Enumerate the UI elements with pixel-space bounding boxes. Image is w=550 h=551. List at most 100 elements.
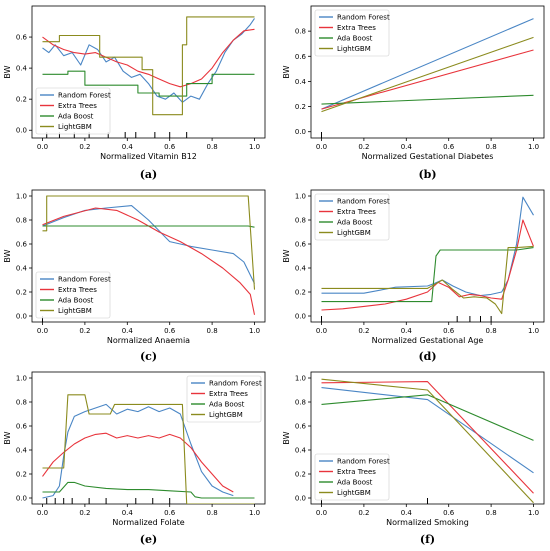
series-group [42,394,255,504]
series-line-random-forest [42,18,255,103]
x-axis-label: Normalized Folate [112,518,184,527]
x-tick-label: 0.2 [79,143,90,151]
legend: Random Forest Extra Trees Ada Boost LightGB… [314,453,390,501]
y-tick-label: 1.0 [16,193,27,201]
legend-label: Random Forest [337,198,390,206]
legend: Random Forest Extra Trees Ada Boost LightGB… [314,193,390,241]
x-tick-label: 0.6 [443,509,455,517]
x-tick-label: 0.2 [358,327,369,335]
plot-frame [310,5,545,139]
y-tick-label: 0.0 [295,313,306,321]
series-line-random-forest [321,196,534,297]
legend-box [35,271,111,319]
legend-label: LightGBM [58,307,92,315]
x-tick-label: 0.6 [443,143,455,151]
x-tick-label: 0.0 [316,509,327,517]
panel-caption: (c) [140,350,157,363]
series-group [321,196,535,315]
y-axis-label: BW [282,65,291,78]
series-group [321,378,534,504]
x-tick-label: 0.6 [164,509,176,517]
legend-label: Random Forest [209,380,262,388]
x-tick-label: 0.8 [207,143,218,151]
y-tick-label: 0.0 [16,313,27,321]
x-tick-label: 0.4 [401,509,413,517]
series-line-lightgbm [42,394,255,504]
legend: Random Forest Extra Trees Ada Boost LightGB… [314,9,390,57]
panel-caption: (a) [140,168,158,181]
x-tick-label: 0.6 [443,327,455,335]
x-tick-label: 0.2 [79,509,90,517]
legend-label: LightGBM [209,411,243,419]
legend-label: Extra Trees [337,468,376,476]
series-line-ada-boost [42,481,255,499]
x-tick-label: 1.0 [528,143,539,151]
legend-box [314,453,390,501]
legend-box [314,9,390,57]
y-tick-label: 0.2 [295,289,306,297]
legend-label: LightGBM [337,45,371,53]
plot-frame [31,371,266,505]
x-tick-label: 0.6 [164,327,176,335]
legend-label: Ada Boost [337,219,373,227]
legend-box [35,87,111,135]
series-line-ada-boost [42,225,255,228]
series-line-extra-trees [42,432,234,493]
series-line-random-forest [321,387,534,474]
series-line-extra-trees [42,207,256,315]
x-tick-label: 0.8 [207,327,218,335]
legend: Random Forest Extra Trees Ada Boost LightGB… [186,375,262,423]
panel-caption: (d) [418,350,436,363]
legend-label: LightGBM [337,229,371,237]
y-tick-label: 1.0 [16,375,27,383]
legend-box [186,375,262,423]
x-tick-label: 0.0 [316,327,327,335]
x-tick-label: 0.2 [358,143,369,151]
series-line-lightgbm [42,16,255,116]
x-tick-label: 0.6 [164,143,176,151]
legend: Random Forest Extra Trees Ada Boost LightGB… [35,271,111,319]
x-tick-label: 1.0 [249,143,260,151]
legend-label: Extra Trees [58,102,97,110]
x-tick-label: 0.4 [122,143,134,151]
y-axis-label: BW [282,249,291,262]
x-tick-label: 0.4 [122,327,134,335]
series-line-extra-trees [321,219,535,311]
legend-label: Ada Boost [337,479,373,487]
x-tick-label: 0.4 [122,509,134,517]
x-tick-label: 1.0 [249,327,260,335]
y-tick-label: 0.8 [16,399,27,407]
legend-label: Extra Trees [209,390,248,398]
y-tick-label: 0.8 [295,217,306,225]
y-tick-label: 0.0 [295,128,306,136]
legend-label: Random Forest [337,14,390,22]
y-tick-label: 0.2 [16,96,27,104]
legend-label: LightGBM [337,489,371,497]
y-tick-label: 0.8 [295,399,306,407]
panel-caption: (e) [140,533,157,546]
legend-label: Random Forest [58,92,111,100]
y-tick-label: 0.4 [295,447,307,455]
series-line-lightgbm [321,36,534,113]
x-tick-label: 0.4 [401,327,413,335]
y-axis-label: BW [282,431,291,444]
series-line-lightgbm [321,245,534,315]
legend-label: Extra Trees [337,24,376,32]
y-tick-label: 0.4 [16,265,28,273]
x-axis-label: Normalized Anaemia [107,336,190,345]
y-tick-label: 0.0 [16,495,27,503]
x-tick-label: 1.0 [249,509,260,517]
y-tick-label: 0.6 [295,53,307,61]
x-axis-label: Normalized Gestational Age [372,336,484,345]
x-axis-label: Normalized Gestational Diabetes [362,152,494,161]
x-tick-label: 0.8 [486,327,497,335]
x-axis-label: Normalized Vitamin B12 [100,152,197,161]
y-tick-label: 0.0 [295,495,306,503]
chart-panel-c: 0.0 0.2 0.4 0.6 0.8 1.0 0.0 0.2 0.4 0.6 0.8 1.0 Rand… [3,189,266,363]
series-line-ada-boost [321,94,534,105]
y-tick-label: 0.2 [295,471,306,479]
x-tick-label: 1.0 [528,327,539,335]
y-tick-label: 0.4 [16,447,28,455]
y-tick-label: 0.0 [16,127,27,135]
x-tick-label: 0.0 [316,143,327,151]
